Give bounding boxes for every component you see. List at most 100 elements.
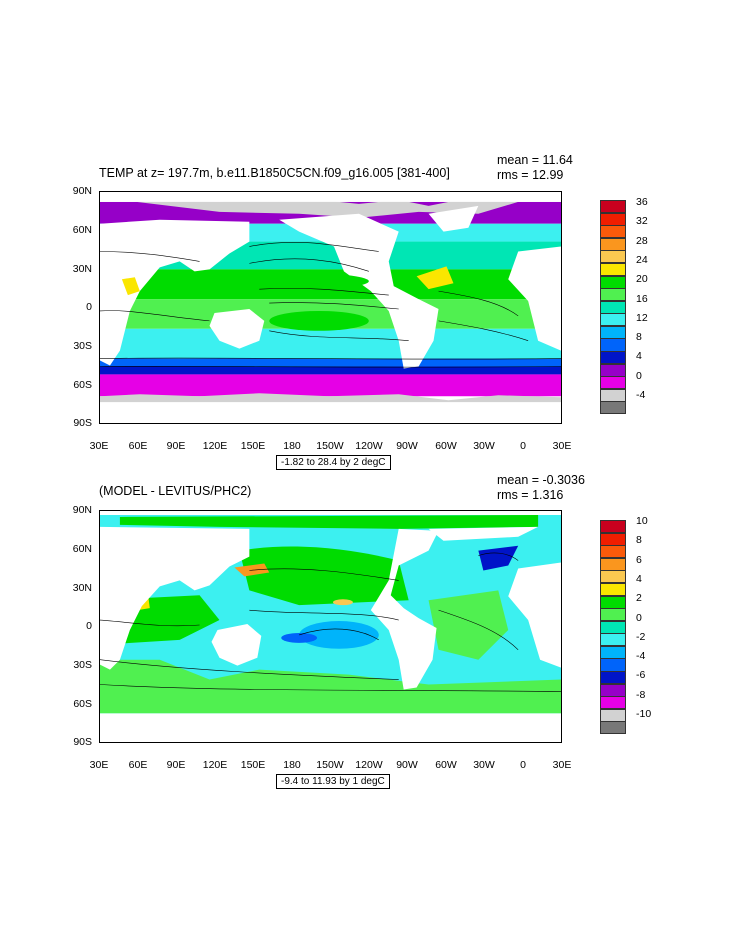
colorbar: [600, 520, 626, 735]
colorbar-label: 24: [636, 253, 648, 266]
x-tick-label: 180: [283, 440, 301, 452]
colorbar-swatch: [600, 658, 626, 672]
x-tick-label: 60W: [435, 759, 457, 771]
colorbar-label: 0: [636, 369, 642, 382]
colorbar-swatch: [600, 545, 626, 559]
colorbar-label: 12: [636, 311, 648, 324]
colorbar-swatch: [600, 325, 626, 339]
x-tick-label: 30W: [473, 759, 495, 771]
temperature-map-graphic: [100, 192, 561, 423]
y-tick-label: 60S: [73, 698, 92, 710]
x-tick-label: 0: [520, 759, 526, 771]
colorbar-swatch: [600, 225, 626, 239]
y-tick-label: 30S: [73, 340, 92, 352]
y-tick-label: 90N: [72, 504, 92, 516]
colorbar-swatch: [600, 363, 626, 377]
colorbar-swatch: [600, 633, 626, 647]
x-tick-label: 60E: [128, 759, 148, 771]
colorbar-label: -10: [636, 708, 652, 720]
x-tick-label: 30E: [89, 440, 109, 452]
mean-value: mean = 11.64: [497, 153, 573, 167]
y-tick-label: 0: [86, 620, 92, 632]
colorbar-swatch: [600, 288, 626, 302]
colorbar-swatch: [600, 388, 626, 402]
colorbar-swatch: [600, 275, 626, 289]
y-tick-label: 30N: [72, 263, 92, 275]
colorbar-swatch: [600, 557, 626, 571]
rms-value: rms = 12.99: [497, 168, 564, 182]
y-tick-label: 30S: [73, 659, 92, 671]
colorbar-swatch: [600, 645, 626, 659]
colorbar-label: 16: [636, 292, 648, 305]
colorbar-swatch: [600, 520, 626, 534]
colorbar-swatch: [600, 620, 626, 634]
y-tick-label: 90S: [73, 417, 92, 429]
colorbar-swatch: [600, 212, 626, 226]
colorbar-label: -4: [636, 389, 646, 401]
colorbar-swatch: [600, 250, 626, 264]
colorbar-swatch: [600, 696, 626, 710]
x-tick-label: 90W: [396, 440, 418, 452]
colorbar-swatch: [600, 608, 626, 622]
colorbar-label: -4: [636, 650, 646, 663]
colorbar-label: 32: [636, 215, 648, 228]
x-tick-label: 30W: [473, 440, 495, 452]
x-tick-label: 120E: [202, 759, 228, 771]
x-tick-label: 120E: [202, 440, 228, 452]
colorbar-swatch: [600, 582, 626, 597]
colorbar-swatch: [600, 262, 626, 277]
colorbar-swatch: [600, 376, 626, 390]
colorbar-label: -6: [636, 669, 646, 682]
colorbar: [600, 200, 626, 415]
difference-map: [99, 510, 562, 743]
x-tick-label: 150E: [240, 759, 266, 771]
y-tick-label: 0: [86, 301, 92, 313]
y-tick-label: 30N: [72, 582, 92, 594]
colorbar-label: 4: [636, 572, 642, 585]
colorbar-swatch: [600, 237, 626, 251]
x-tick-label: 90E: [166, 759, 186, 771]
colorbar-swatch: [600, 200, 626, 214]
colorbar-label: 20: [636, 273, 648, 286]
colorbar-swatch: [600, 595, 626, 609]
contour-range-label: -1.82 to 28.4 by 2 degC: [276, 455, 391, 470]
contour-range-label: -9.4 to 11.93 by 1 degC: [276, 774, 390, 789]
difference-map-graphic: [100, 511, 561, 742]
colorbar-swatch: [600, 351, 626, 365]
x-tick-label: 150E: [240, 440, 266, 452]
colorbar-swatch: [600, 683, 626, 697]
colorbar-label: 10: [636, 515, 648, 527]
y-tick-label: 60N: [72, 543, 92, 555]
panel-title: (MODEL - LEVITUS/PHC2): [99, 484, 252, 498]
y-tick-label: 90S: [73, 736, 92, 748]
y-tick-label: 60S: [73, 379, 92, 391]
x-tick-label: 120W: [355, 440, 383, 452]
y-tick-label: 90N: [72, 185, 92, 197]
colorbar-swatch: [600, 338, 626, 352]
colorbar-swatch: [600, 721, 626, 735]
colorbar-label: 8: [636, 331, 642, 344]
colorbar-swatch: [600, 708, 626, 722]
colorbar-label: 0: [636, 611, 642, 624]
colorbar-label: 4: [636, 350, 642, 363]
x-tick-label: 150W: [316, 440, 344, 452]
x-tick-label: 150W: [316, 759, 344, 771]
colorbar-swatch: [600, 300, 626, 314]
colorbar-swatch: [600, 570, 626, 584]
colorbar-label: 36: [636, 196, 648, 208]
x-tick-label: 30E: [552, 759, 572, 771]
panel-title: TEMP at z= 197.7m, b.e11.B1850C5CN.f09_g…: [99, 166, 450, 180]
colorbar-swatch: [600, 532, 626, 546]
x-tick-label: 90E: [166, 440, 186, 452]
rms-value: rms = 1.316: [497, 488, 564, 502]
temperature-map: [99, 191, 562, 424]
colorbar-label: 2: [636, 592, 642, 605]
colorbar-label: 28: [636, 234, 648, 247]
x-tick-label: 180: [283, 759, 301, 771]
colorbar-label: 8: [636, 534, 642, 547]
y-tick-label: 60N: [72, 224, 92, 236]
colorbar-swatch: [600, 401, 626, 415]
colorbar-label: -2: [636, 630, 646, 643]
mean-value: mean = -0.3036: [497, 473, 585, 487]
colorbar-label: -8: [636, 688, 646, 701]
